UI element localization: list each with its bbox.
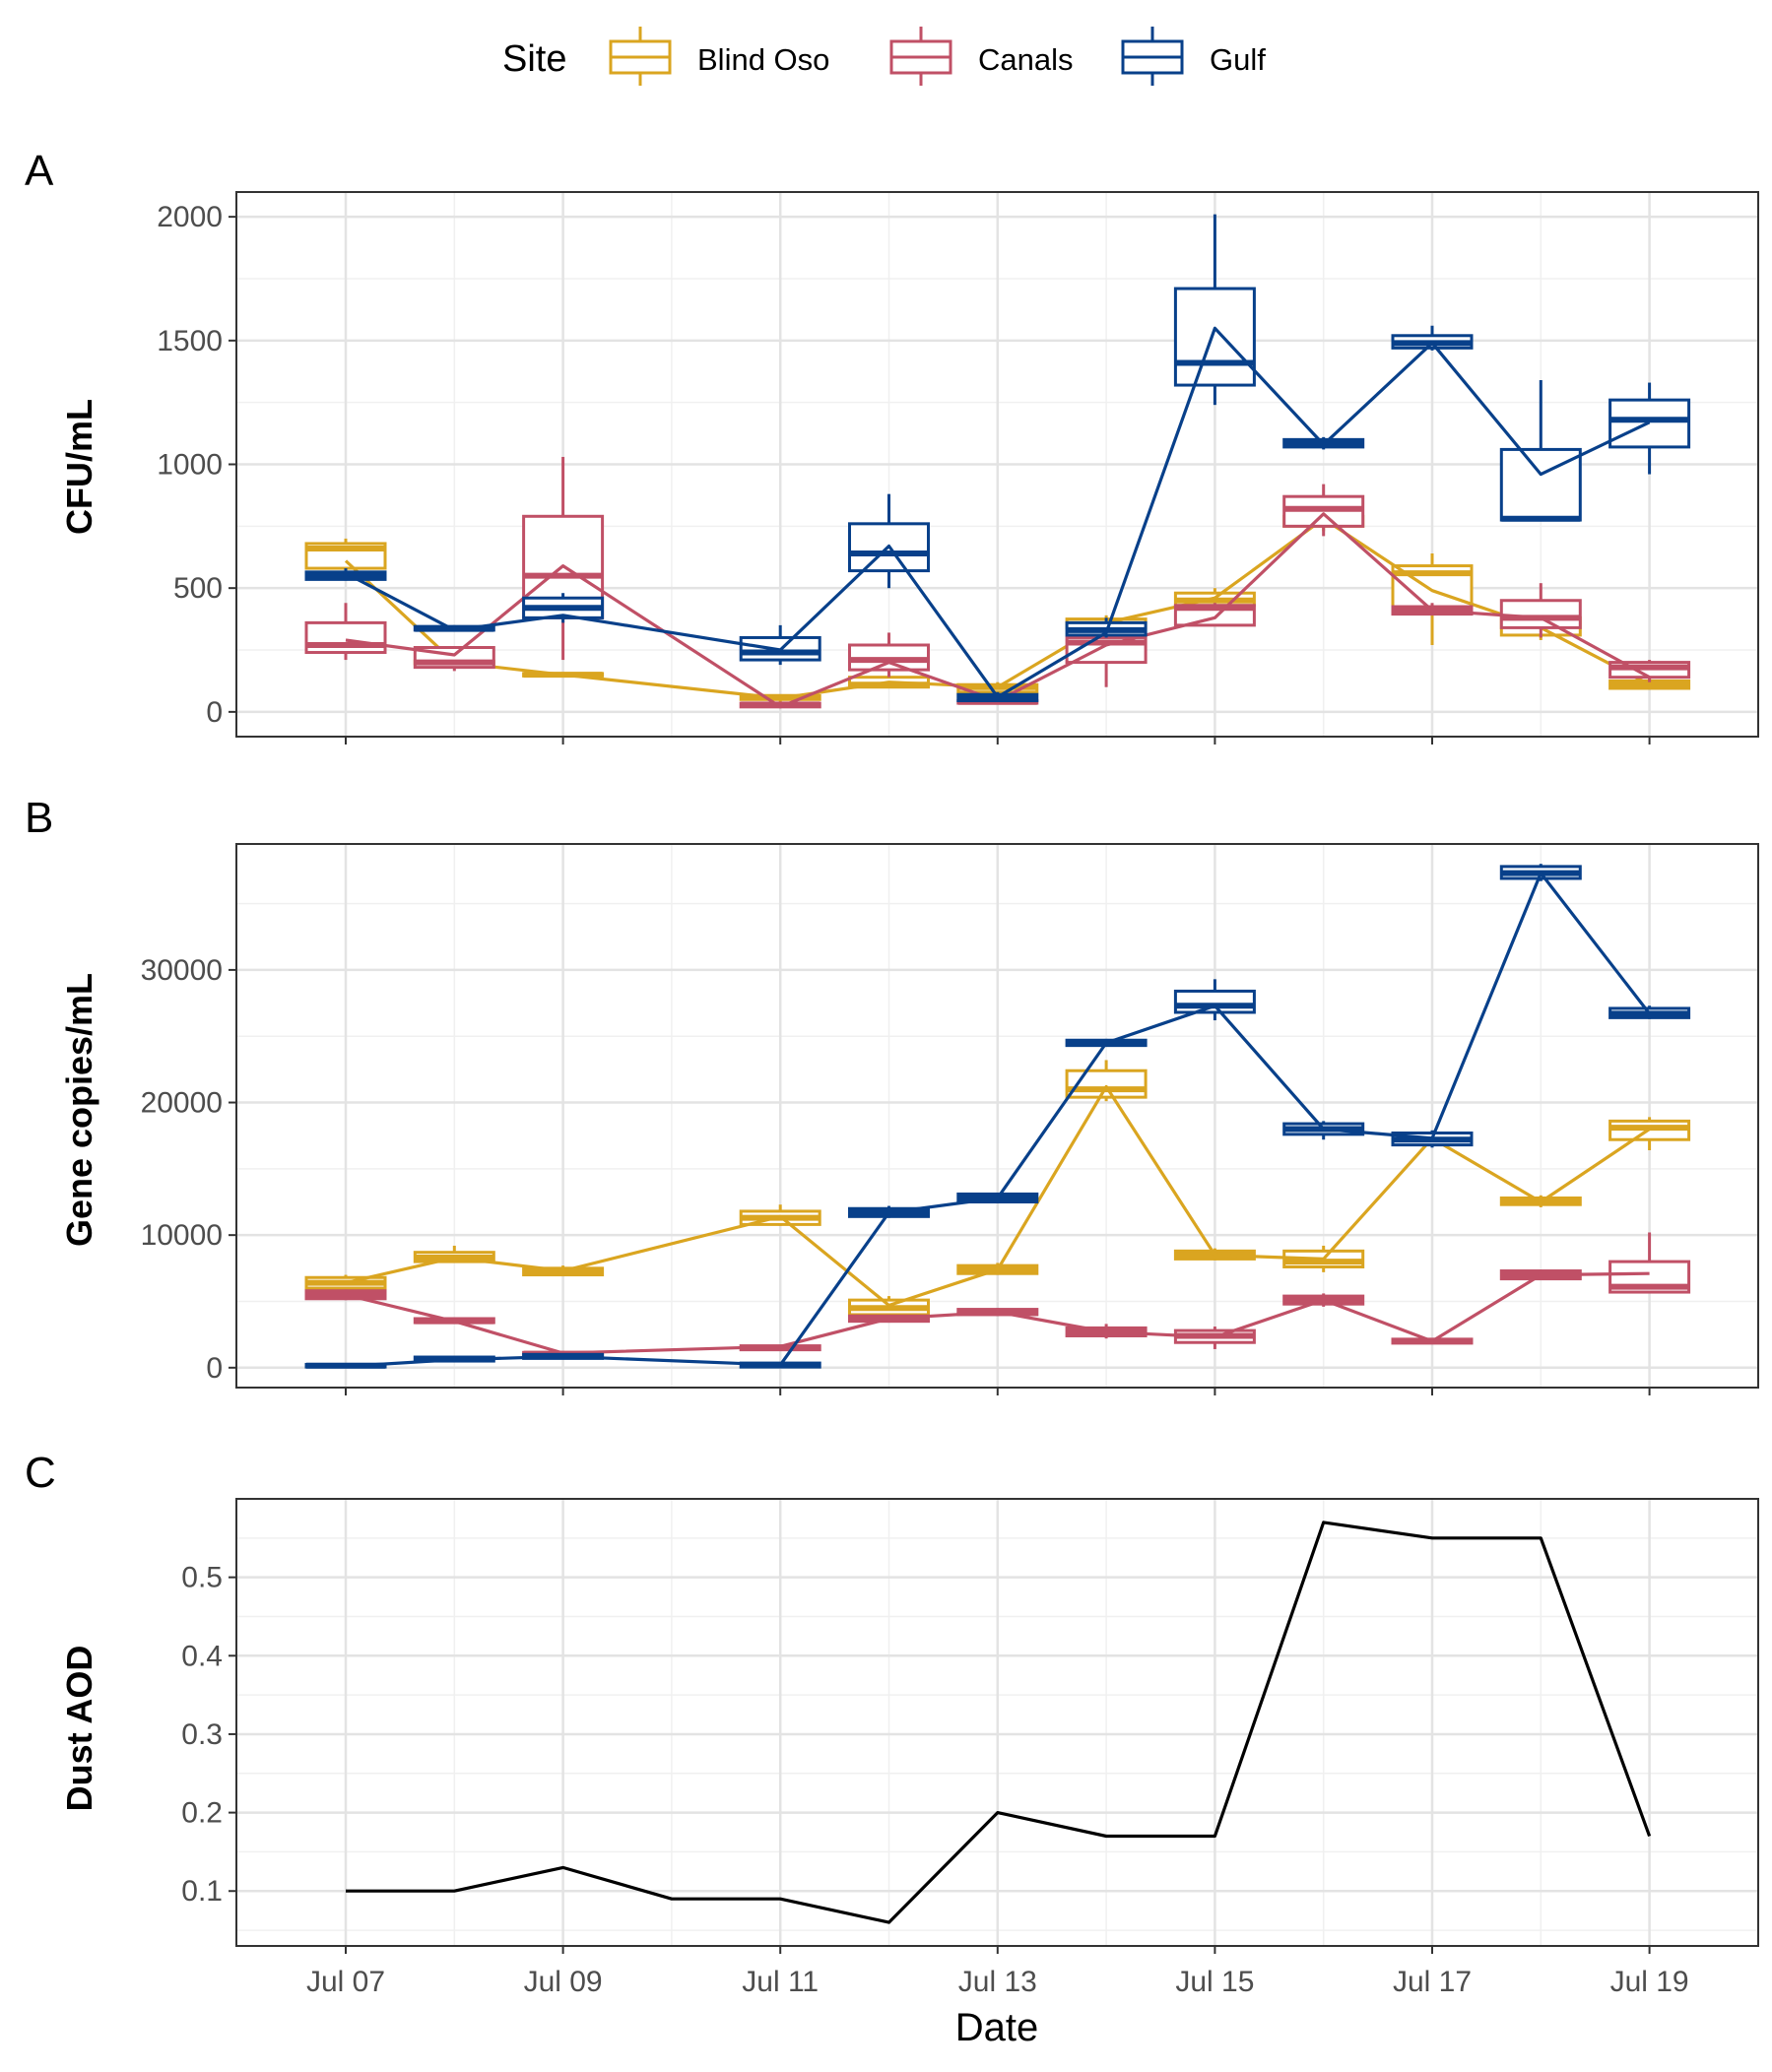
panel-a-blind-oso-line: [344, 517, 1651, 700]
panel-a-plot: 0 500 1000 1500 2000: [157, 191, 1759, 745]
panel-b-gulf-line: [345, 871, 1651, 1369]
panel-b-y-title: Gene copies/mL: [59, 973, 99, 1247]
x-tick-label: Jul 07: [306, 1966, 385, 1998]
x-tick-label: Jul 17: [1393, 1966, 1472, 1998]
panel-a-canals-box: [1282, 484, 1365, 537]
panel-b-y-tick-label: 20000: [141, 1087, 223, 1120]
panel-a-gulf-box: [1173, 214, 1256, 406]
panel-b-canals-box: [304, 1289, 387, 1301]
panel-a-y-tick-label: 1500: [157, 325, 223, 357]
panel-b-border: [235, 843, 1759, 1389]
panel-a-tag: A: [25, 147, 54, 195]
panel-c-tag: C: [25, 1449, 56, 1497]
x-tick-label: Jul 09: [524, 1966, 603, 1998]
x-axis-title: Date: [955, 2006, 1039, 2049]
panel-b-y-tick-label: 30000: [141, 954, 223, 987]
panel-b-canals-box: [1608, 1232, 1691, 1294]
panel-a-gulf-line: [345, 326, 1651, 699]
panel-a-y-tick-label: 0: [206, 696, 223, 729]
panel-c-plot: 0.1 0.2 0.3 0.4 0.5: [181, 1498, 1759, 1954]
panel-b-y-tick-label: 0: [206, 1352, 223, 1385]
panel-b-canals-line: [345, 1271, 1650, 1355]
panel-a-blind-oso-box: [304, 538, 387, 574]
panel-a-canals-box: [1173, 603, 1256, 627]
x-tick-labels: Jul 07 Jul 09 Jul 11 Jul 13 Jul 15 Jul 17 Jul …: [306, 1966, 1689, 1998]
panel-a-gulf-box: [522, 593, 605, 623]
legend-label: Gulf: [1210, 42, 1266, 77]
panel-a-border: [235, 191, 1759, 738]
x-tick-label: Jul 19: [1610, 1966, 1689, 1998]
panel-c-y-tick-label: 0.3: [181, 1718, 223, 1751]
legend-item-canals: Canals: [889, 27, 1074, 86]
panel-a-canals-box-body: [1499, 599, 1582, 629]
panel-c-y-title: Dust AOD: [59, 1646, 99, 1812]
panel-c-y-tick-label: 0.1: [181, 1875, 223, 1908]
panel-a-y-tick-label: 2000: [157, 201, 223, 233]
legend-label: Blind Oso: [697, 42, 829, 77]
legend: Site Blind Oso Canals Gulf: [502, 27, 1266, 86]
panel-c-border: [235, 1498, 1759, 1947]
legend-label: Canals: [978, 42, 1074, 77]
panel-a-gulf-box-body: [1173, 287, 1256, 387]
panel-a-y-tick-label: 1000: [157, 449, 223, 482]
panel-a-canals-box: [848, 632, 930, 678]
panel-b-y-tick-label: 10000: [141, 1219, 223, 1252]
x-tick-label: Jul 11: [742, 1966, 819, 1998]
legend-title: Site: [502, 38, 566, 80]
panel-c-series-line: [346, 1521, 1652, 1924]
panel-b-tag: B: [25, 794, 53, 842]
panel-a-y-tick-label: 500: [173, 572, 223, 605]
panel-c-y-tick-label: 0.4: [181, 1640, 223, 1672]
panel-b-blind-oso-box: [1065, 1060, 1148, 1102]
panel-b-gulf-box-body: [1173, 989, 1256, 1014]
panel-b-blind-oso-box: [304, 1274, 387, 1290]
panel-a-canals-box-body: [304, 620, 387, 655]
panel-c-y-tick-label: 0.5: [181, 1562, 223, 1594]
panel-a-gulf-box: [848, 493, 930, 589]
legend-item-blind-oso: Blind Oso: [609, 27, 829, 86]
panel-a-canals-line: [345, 512, 1651, 709]
x-tick-label: Jul 15: [1175, 1966, 1254, 1998]
panel-a-y-title: CFU/mL: [59, 399, 99, 535]
legend-items: Blind Oso Canals Gulf: [609, 27, 1266, 86]
panel-b-blind-oso-box-body: [1065, 1068, 1148, 1099]
panel-b-blind-oso-line: [345, 1084, 1651, 1308]
panel-c-y-tick-label: 0.2: [181, 1797, 223, 1830]
legend-item-gulf: Gulf: [1121, 27, 1266, 86]
x-tick-label: Jul 13: [958, 1966, 1037, 1998]
panel-b-plot: 0 10000 20000 30000: [141, 843, 1759, 1395]
panel-a-gulf-box: [304, 568, 387, 581]
